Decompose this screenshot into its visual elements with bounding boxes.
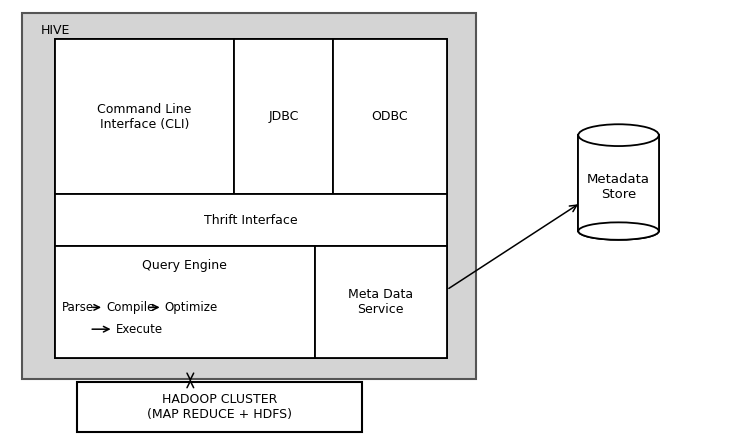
Text: Query Engine: Query Engine bbox=[143, 259, 227, 272]
FancyBboxPatch shape bbox=[55, 194, 447, 246]
Text: Execute: Execute bbox=[116, 323, 163, 336]
Text: Parse: Parse bbox=[62, 301, 94, 314]
FancyBboxPatch shape bbox=[77, 382, 362, 432]
Text: HIVE: HIVE bbox=[40, 24, 70, 37]
FancyBboxPatch shape bbox=[55, 246, 315, 358]
Text: JDBC: JDBC bbox=[269, 110, 299, 123]
Text: ODBC: ODBC bbox=[371, 110, 408, 123]
Ellipse shape bbox=[578, 222, 659, 240]
FancyBboxPatch shape bbox=[55, 39, 447, 358]
Text: Command Line
Interface (CLI): Command Line Interface (CLI) bbox=[97, 102, 192, 131]
Text: Compile: Compile bbox=[106, 301, 154, 314]
Text: Metadata
Store: Metadata Store bbox=[587, 174, 650, 201]
Ellipse shape bbox=[578, 222, 659, 240]
FancyBboxPatch shape bbox=[333, 39, 447, 194]
Text: Optimize: Optimize bbox=[165, 301, 218, 314]
FancyBboxPatch shape bbox=[55, 39, 234, 194]
FancyBboxPatch shape bbox=[22, 13, 476, 379]
FancyBboxPatch shape bbox=[315, 246, 447, 358]
FancyBboxPatch shape bbox=[578, 135, 659, 231]
Text: HADOOP CLUSTER
(MAP REDUCE + HDFS): HADOOP CLUSTER (MAP REDUCE + HDFS) bbox=[147, 392, 292, 421]
Ellipse shape bbox=[578, 124, 659, 146]
Text: Meta Data
Service: Meta Data Service bbox=[348, 288, 413, 316]
Text: Thrift Interface: Thrift Interface bbox=[204, 214, 297, 227]
FancyBboxPatch shape bbox=[234, 39, 333, 194]
